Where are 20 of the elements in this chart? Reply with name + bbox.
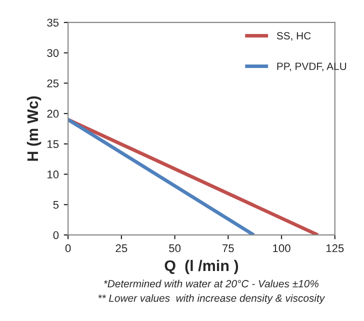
x-tick-label: 125 [326,244,344,252]
x-tick-label: 50 [169,244,181,252]
y-tick-label: 15 [48,140,59,148]
y-tick-label: 0 [53,231,59,240]
x-tick-label: 75 [222,244,234,252]
y-tick-label: 5 [53,200,59,209]
x-tick-label: 25 [116,244,128,252]
legend-label: PP, PVDF, ALU [277,62,346,72]
y-tick-label: 30 [47,49,59,57]
text: ** Lower values with increase density & viscosity [98,294,326,304]
y-tick-label: 10 [48,170,59,178]
y-tick-label: 25 [47,79,59,88]
y-tick-label: 35 [47,18,59,27]
text: *Determined with water at 20°C - Values ±10% [104,280,318,288]
y-axis-title: H (m Wc) [26,96,42,161]
legend-label: SS, HC [276,32,311,41]
y-tick-label: 20 [47,110,59,118]
x-tick-label: 0 [65,244,71,252]
x-tick-label: 100 [273,244,290,252]
x-axis-title: Q (l /min ) [164,260,238,274]
